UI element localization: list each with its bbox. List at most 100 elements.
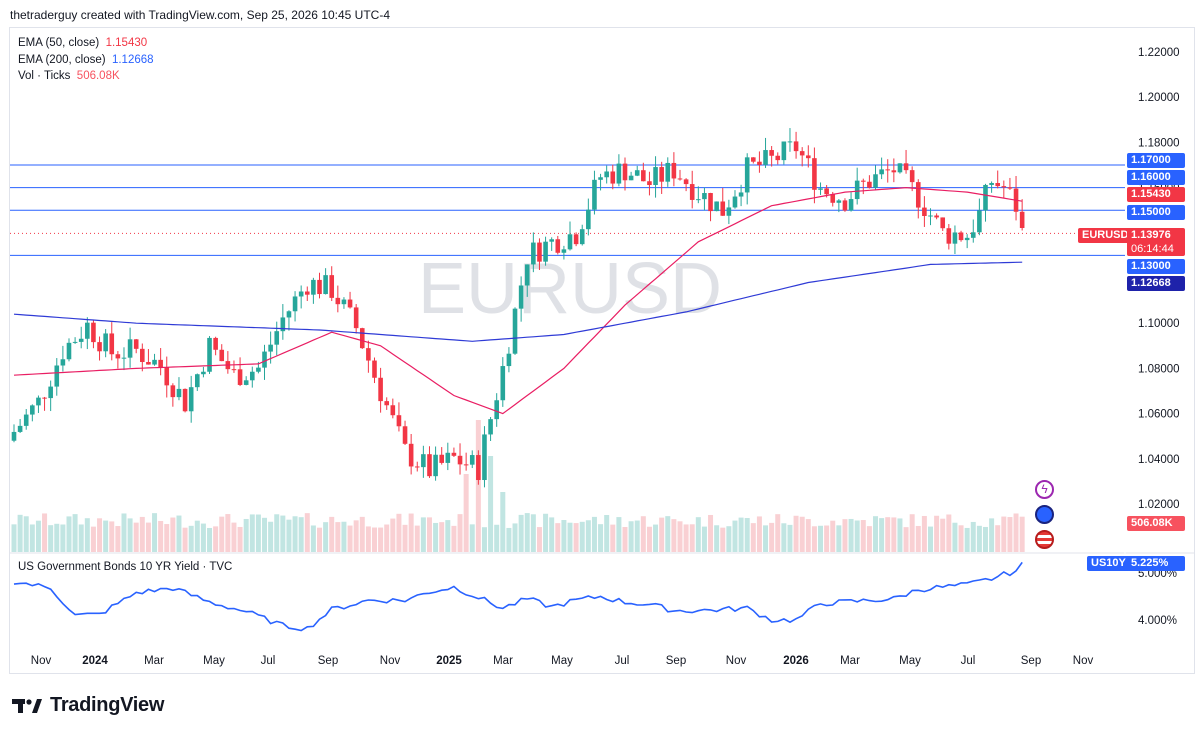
candle-body[interactable] bbox=[366, 348, 371, 361]
candle-body[interactable] bbox=[524, 264, 530, 286]
candle-body[interactable] bbox=[751, 157, 756, 162]
candle-body[interactable] bbox=[799, 151, 805, 156]
candle-body[interactable] bbox=[518, 285, 524, 309]
candle-body[interactable] bbox=[702, 193, 707, 200]
candle-body[interactable] bbox=[714, 201, 719, 212]
candle-body[interactable] bbox=[280, 317, 286, 332]
candle-body[interactable] bbox=[512, 308, 518, 354]
candle-body[interactable] bbox=[818, 188, 823, 190]
candle-body[interactable] bbox=[885, 169, 891, 171]
candle-body[interactable] bbox=[604, 171, 609, 178]
candle-body[interactable] bbox=[903, 163, 909, 171]
candle-body[interactable] bbox=[146, 361, 151, 365]
legend-ema200[interactable]: EMA (200, close) 1.12668 bbox=[18, 52, 154, 69]
candle-body[interactable] bbox=[506, 353, 512, 367]
candle-body[interactable] bbox=[598, 177, 603, 180]
candle-body[interactable] bbox=[726, 207, 732, 216]
candle-body[interactable] bbox=[1019, 211, 1025, 229]
candle-body[interactable] bbox=[140, 348, 145, 362]
candle-body[interactable] bbox=[836, 200, 842, 203]
candle-body[interactable] bbox=[848, 199, 854, 211]
candle-body[interactable] bbox=[671, 162, 677, 179]
candle-body[interactable] bbox=[414, 466, 420, 468]
candle-body[interactable] bbox=[378, 377, 383, 402]
candle-body[interactable] bbox=[268, 344, 273, 352]
candle-body[interactable] bbox=[708, 193, 713, 212]
candle-body[interactable] bbox=[311, 279, 316, 295]
candle-body[interactable] bbox=[842, 200, 848, 211]
candle-body[interactable] bbox=[274, 331, 280, 345]
candle-body[interactable] bbox=[964, 237, 970, 241]
candle-body[interactable] bbox=[769, 150, 774, 156]
candle-body[interactable] bbox=[292, 296, 298, 312]
candle-body[interactable] bbox=[421, 454, 426, 468]
candle-body[interactable] bbox=[158, 359, 163, 368]
candle-body[interactable] bbox=[757, 161, 762, 165]
tradingview-logo[interactable]: TradingView bbox=[12, 694, 164, 717]
candle-body[interactable] bbox=[451, 452, 457, 456]
candle-body[interactable] bbox=[127, 339, 133, 358]
candle-body[interactable] bbox=[109, 333, 115, 355]
candle-body[interactable] bbox=[689, 184, 695, 200]
candle-body[interactable] bbox=[744, 157, 750, 193]
candle-body[interactable] bbox=[66, 342, 72, 360]
candle-body[interactable] bbox=[372, 360, 377, 378]
candle-body[interactable] bbox=[195, 374, 200, 388]
candle-body[interactable] bbox=[915, 182, 921, 208]
candle-body[interactable] bbox=[433, 454, 438, 477]
candle-body[interactable] bbox=[488, 419, 493, 435]
candle-body[interactable] bbox=[665, 162, 671, 182]
candle-body[interactable] bbox=[298, 291, 304, 297]
candle-body[interactable] bbox=[164, 367, 170, 386]
candle-body[interactable] bbox=[207, 337, 212, 372]
candle-body[interactable] bbox=[879, 169, 884, 175]
candle-body[interactable] bbox=[806, 155, 811, 159]
candle-body[interactable] bbox=[555, 239, 561, 253]
candle-body[interactable] bbox=[946, 228, 952, 244]
candle-body[interactable] bbox=[317, 279, 322, 295]
candle-body[interactable] bbox=[586, 209, 591, 230]
candle-body[interactable] bbox=[256, 367, 261, 372]
candle-body[interactable] bbox=[97, 342, 102, 352]
candle-body[interactable] bbox=[897, 163, 903, 173]
candle-body[interactable] bbox=[219, 349, 225, 362]
candle-body[interactable] bbox=[243, 380, 249, 385]
candle-body[interactable] bbox=[830, 194, 836, 203]
candle-body[interactable] bbox=[934, 215, 939, 218]
candle-body[interactable] bbox=[793, 141, 799, 152]
candle-body[interactable] bbox=[787, 141, 793, 143]
candle-body[interactable] bbox=[237, 369, 243, 385]
candle-body[interactable] bbox=[384, 401, 390, 406]
candle-body[interactable] bbox=[677, 178, 683, 180]
candle-body[interactable] bbox=[958, 232, 964, 241]
candle-body[interactable] bbox=[182, 388, 188, 412]
candle-body[interactable] bbox=[262, 351, 267, 368]
lightning-event-icon[interactable]: ϟ bbox=[1035, 480, 1054, 499]
candle-body[interactable] bbox=[476, 455, 481, 481]
us-flag-icon[interactable] bbox=[1035, 530, 1054, 549]
candle-body[interactable] bbox=[30, 405, 35, 415]
candle-body[interactable] bbox=[909, 170, 915, 183]
candle-body[interactable] bbox=[567, 234, 573, 250]
candle-body[interactable] bbox=[231, 369, 237, 371]
candle-body[interactable] bbox=[952, 232, 958, 244]
candle-body[interactable] bbox=[213, 337, 218, 350]
ema200-line[interactable] bbox=[13, 261, 1023, 342]
candle-body[interactable] bbox=[549, 239, 554, 242]
candle-body[interactable] bbox=[396, 415, 402, 427]
legend-ema50[interactable]: EMA (50, close) 1.15430 bbox=[18, 35, 154, 52]
candle-body[interactable] bbox=[115, 354, 121, 359]
candle-body[interactable] bbox=[286, 311, 292, 318]
candle-body[interactable] bbox=[390, 405, 396, 416]
candle-body[interactable] bbox=[78, 338, 84, 342]
candle-body[interactable] bbox=[402, 426, 408, 444]
candle-body[interactable] bbox=[531, 242, 536, 265]
candle-body[interactable] bbox=[463, 464, 469, 466]
candle-body[interactable] bbox=[641, 170, 646, 182]
candle-body[interactable] bbox=[85, 322, 90, 339]
candle-body[interactable] bbox=[427, 454, 432, 477]
candle-body[interactable] bbox=[610, 171, 616, 184]
candle-body[interactable] bbox=[11, 431, 17, 441]
candle-body[interactable] bbox=[353, 307, 359, 329]
